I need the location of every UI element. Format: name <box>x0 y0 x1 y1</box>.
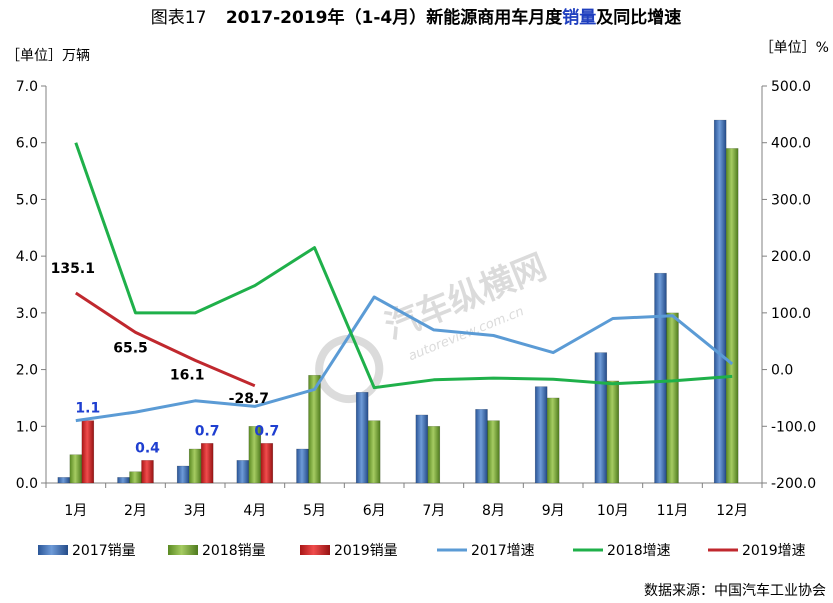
bar-2018销量 <box>188 448 202 484</box>
watermark: 汽车纵横网 autoreview.com.cn <box>315 247 552 404</box>
left-axis-unit: ［单位］万辆 <box>6 48 90 64</box>
bar-2018销量 <box>725 148 739 484</box>
x-tick-label: 10月 <box>597 503 629 519</box>
bar-2017销量 <box>475 409 488 484</box>
y-right-tick-label: -200.0 <box>771 476 816 492</box>
bar-2018销量 <box>427 426 441 484</box>
bar-2018销量 <box>666 312 679 484</box>
y-right-tick-label: 0.0 <box>771 363 793 379</box>
bar-2017销量 <box>534 386 548 484</box>
bar-value-label-2019: 1.1 <box>75 401 100 417</box>
bar-2017销量 <box>654 272 667 484</box>
bar-2019销量 <box>81 420 95 484</box>
bar-2018销量 <box>308 374 321 484</box>
title-prefix: 图表17 <box>151 8 207 28</box>
lines <box>74 142 734 423</box>
axes: 0.0 1.0 2.0 3.0 4.0 5.0 6.0 7.0 -200.0 -100.0 0.0 1… <box>16 79 816 519</box>
bar-2018销量 <box>367 420 381 484</box>
x-tick-label: 9月 <box>542 503 565 519</box>
chart-title: 图表17 2017-2019年（1-4月）新能源商用车月度销量及同比增速 <box>151 7 681 28</box>
y-right-tick-label: 500.0 <box>771 79 811 95</box>
legend-swatch <box>168 545 198 555</box>
title-main: 2017-2019年（1-4月）新能源商用车月度 <box>226 7 563 28</box>
x-tick-label: 12月 <box>716 503 748 519</box>
bar-2018销量 <box>248 426 262 484</box>
legend-label: 2018增速 <box>607 543 671 559</box>
bar-2017销量 <box>57 477 71 484</box>
y-left-tick-label: 2.0 <box>16 363 38 379</box>
x-tick-label: 1月 <box>64 503 87 519</box>
bar-2017销量 <box>176 465 190 484</box>
y-right-tick-label: 400.0 <box>771 136 811 152</box>
bar-2017销量 <box>594 352 608 484</box>
y-left-tick-label: 4.0 <box>16 249 38 265</box>
x-tick-label: 4月 <box>243 503 266 519</box>
legend-label: 2019增速 <box>742 543 806 559</box>
line-2018增速 <box>74 142 733 390</box>
bar-2018销量 <box>606 380 620 484</box>
bar-2019销量 <box>260 443 274 484</box>
y-right-tick-label: -100.0 <box>771 419 816 435</box>
bars <box>57 119 739 484</box>
legend-label: 2017增速 <box>471 543 535 559</box>
bar-2017销量 <box>355 392 369 484</box>
y-right-tick-label: 200.0 <box>771 249 811 265</box>
y-right-tick-label: 300.0 <box>771 192 811 208</box>
bar-2017销量 <box>296 448 309 484</box>
y-left-tick-label: 7.0 <box>16 79 38 95</box>
x-tick-label: 5月 <box>303 503 326 519</box>
bar-2017销量 <box>415 414 429 484</box>
bar-2018销量 <box>69 454 83 484</box>
bar-value-label-2019: 0.4 <box>135 440 160 456</box>
bar-2019销量 <box>141 460 154 484</box>
legend: 2017销量 2018销量 2019销量 2017增速 2018增速 2019增速 <box>38 543 806 559</box>
data-labels: 1.1 0.4 0.7 0.7 135.1 65.5 16.1 -28.7 <box>51 261 280 456</box>
y-left-tick-label: 0.0 <box>16 476 38 492</box>
line-2017增速 <box>75 295 734 423</box>
title-suffix: 及同比增速 <box>596 7 681 28</box>
x-tick-label: 6月 <box>363 503 386 519</box>
line-2019增速 <box>74 291 256 388</box>
watermark-logo <box>315 335 384 404</box>
bar-2017销量 <box>236 460 250 484</box>
right-axis-unit: ［单位］% <box>760 40 829 56</box>
x-tick-label: 8月 <box>482 503 505 519</box>
bar-2018销量 <box>546 397 560 484</box>
bar-2017销量 <box>117 477 130 484</box>
y-left-tick-label: 3.0 <box>16 306 38 322</box>
line-value-label-2019: 16.1 <box>170 367 205 383</box>
y-left-tick-label: 5.0 <box>16 192 38 208</box>
x-tick-label: 7月 <box>422 503 445 519</box>
line-value-label-2019: 65.5 <box>113 340 148 356</box>
source-note: 数据来源：中国汽车工业协会 <box>644 582 826 599</box>
legend-label: 2017销量 <box>72 543 136 559</box>
x-tick-label: 3月 <box>184 503 207 519</box>
y-left-tick-label: 6.0 <box>16 136 38 152</box>
legend-label: 2019销量 <box>334 543 398 559</box>
legend-label: 2018销量 <box>202 543 266 559</box>
bar-2018销量 <box>129 471 142 484</box>
y-right-tick-label: 100.0 <box>771 306 811 322</box>
y-left-tick-label: 1.0 <box>16 419 38 435</box>
bar-2018销量 <box>487 420 500 484</box>
bar-2017销量 <box>713 119 727 484</box>
line-value-label-2019: 135.1 <box>51 261 95 277</box>
legend-swatch <box>300 545 330 555</box>
bar-2019销量 <box>200 443 214 484</box>
x-tick-label: 11月 <box>657 503 689 519</box>
title-highlight: 销量 <box>562 7 596 28</box>
x-tick-label: 2月 <box>124 503 147 519</box>
bar-value-label-2019: 0.7 <box>195 423 220 439</box>
line-value-label-2019: -28.7 <box>229 391 269 407</box>
legend-swatch <box>38 545 68 555</box>
bar-value-label-2019: 0.7 <box>254 423 279 439</box>
